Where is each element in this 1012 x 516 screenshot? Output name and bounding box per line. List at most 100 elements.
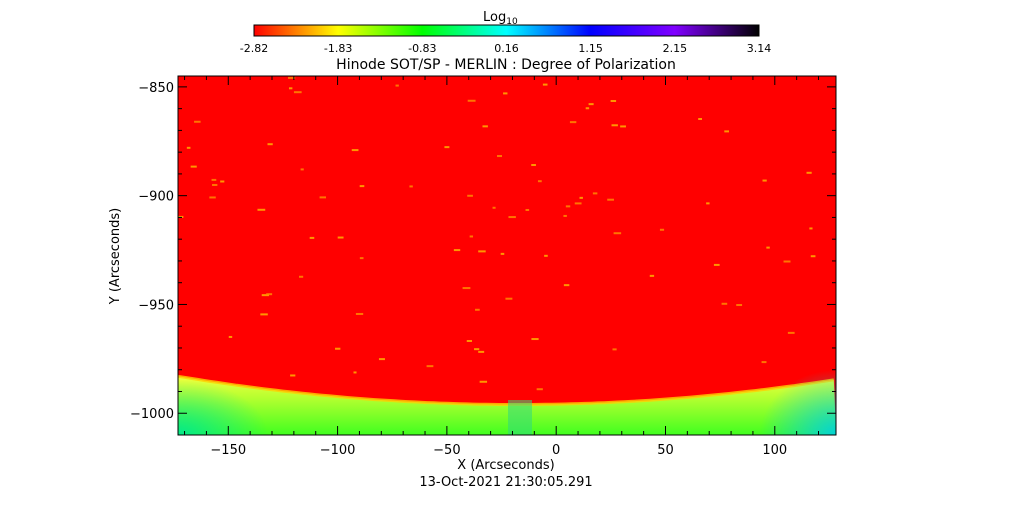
speckle bbox=[359, 257, 364, 260]
speckle bbox=[611, 124, 618, 127]
y-axis-label: Y (Arcseconds) bbox=[108, 208, 123, 305]
speckle bbox=[496, 155, 503, 158]
x-tick-label: 0 bbox=[552, 443, 560, 458]
speckle bbox=[261, 294, 269, 297]
x-tick-label: 50 bbox=[657, 443, 674, 458]
limb-band bbox=[178, 374, 835, 406]
speckle bbox=[574, 202, 582, 205]
colorbar-tick-label: -0.83 bbox=[408, 42, 436, 55]
speckle bbox=[620, 125, 626, 128]
y-axis: −850 −900 −950 −1000 bbox=[130, 81, 836, 436]
x-tick-label: 100 bbox=[762, 443, 787, 458]
speckle bbox=[309, 236, 315, 239]
speckle bbox=[536, 388, 543, 391]
speckle bbox=[300, 168, 304, 171]
speckle bbox=[359, 185, 365, 188]
colorbar: Log10 -2.82 -1.83 -0.83 0.16 1.15 2.15 3.14 bbox=[240, 10, 771, 55]
speckle bbox=[287, 76, 296, 79]
colorbar-tick-label: 2.15 bbox=[663, 42, 688, 55]
speckle bbox=[351, 149, 359, 152]
speckle bbox=[260, 313, 268, 316]
y-tick-label: −1000 bbox=[130, 407, 174, 422]
speckle bbox=[713, 263, 720, 266]
x-tick-label: −50 bbox=[433, 443, 460, 458]
polarization-speckles bbox=[178, 76, 816, 391]
speckle bbox=[542, 83, 548, 86]
speckle bbox=[257, 208, 266, 211]
center-streak bbox=[508, 400, 532, 435]
speckle bbox=[220, 180, 225, 183]
colorbar-tick-label: 0.16 bbox=[494, 42, 519, 55]
speckle bbox=[503, 92, 508, 95]
y-tick-label: −950 bbox=[138, 298, 174, 313]
speckle bbox=[299, 275, 304, 278]
x-axis: −150 −100 −50 0 50 100 bbox=[184, 76, 820, 458]
speckle bbox=[337, 236, 344, 239]
speckle bbox=[544, 254, 548, 257]
speckle bbox=[612, 348, 617, 351]
speckle bbox=[267, 143, 273, 146]
plot-frame bbox=[177, 75, 837, 436]
speckle bbox=[659, 228, 665, 231]
speckle bbox=[810, 255, 816, 258]
speckle bbox=[736, 304, 743, 307]
speckle bbox=[508, 216, 516, 219]
on-disk-region bbox=[178, 76, 836, 435]
speckle bbox=[531, 164, 536, 167]
speckle bbox=[806, 171, 812, 174]
speckle bbox=[585, 107, 590, 110]
speckle bbox=[761, 361, 767, 364]
speckle bbox=[462, 287, 471, 290]
speckle bbox=[467, 99, 476, 102]
speckle bbox=[335, 347, 341, 350]
speckle bbox=[474, 348, 480, 351]
speckle bbox=[266, 293, 273, 296]
speckle bbox=[766, 246, 770, 249]
speckle bbox=[613, 232, 622, 235]
y-tick-label: −900 bbox=[138, 190, 174, 205]
speckle bbox=[212, 183, 218, 186]
speckle bbox=[500, 252, 505, 255]
speckle bbox=[579, 196, 583, 199]
speckle bbox=[479, 380, 488, 383]
speckle bbox=[478, 250, 486, 253]
speckle bbox=[478, 350, 485, 353]
y-tick-label: −850 bbox=[138, 81, 174, 96]
speckle bbox=[466, 339, 473, 342]
x-axis-label: X (Arcseconds) bbox=[457, 458, 554, 473]
speckle bbox=[293, 91, 302, 94]
right-corner-glow bbox=[760, 370, 836, 435]
speckle bbox=[783, 260, 791, 263]
speckle bbox=[475, 308, 480, 311]
colorbar-tick-label: 3.14 bbox=[747, 42, 772, 55]
speckle bbox=[426, 365, 434, 368]
speckle bbox=[592, 192, 598, 195]
speckle bbox=[610, 99, 617, 102]
timestamp: 13-Oct-2021 21:30:05.291 bbox=[419, 475, 592, 490]
speckle bbox=[444, 146, 450, 149]
speckle bbox=[228, 335, 233, 338]
colorbar-gradient bbox=[253, 24, 760, 37]
speckle bbox=[453, 249, 461, 252]
plot-area bbox=[178, 76, 836, 435]
colorbar-tick-label: -1.83 bbox=[324, 42, 352, 55]
speckle bbox=[395, 84, 399, 87]
speckle bbox=[378, 358, 385, 361]
speckle bbox=[209, 196, 216, 199]
colorbar-label-subscript: 10 bbox=[506, 17, 518, 27]
colorbar-tick-label: -2.82 bbox=[240, 42, 268, 55]
speckle bbox=[724, 130, 730, 133]
speckle bbox=[809, 227, 813, 230]
colorbar-tick-label: 1.15 bbox=[578, 42, 603, 55]
speckle bbox=[563, 214, 567, 217]
colorbar-label: Log10 bbox=[483, 10, 518, 27]
speckle bbox=[319, 196, 327, 199]
speckle bbox=[288, 87, 293, 90]
speckle bbox=[492, 206, 496, 209]
speckle bbox=[194, 120, 201, 123]
speckle bbox=[721, 302, 728, 305]
speckle bbox=[706, 202, 710, 205]
speckle bbox=[787, 331, 795, 334]
speckle bbox=[569, 121, 577, 124]
